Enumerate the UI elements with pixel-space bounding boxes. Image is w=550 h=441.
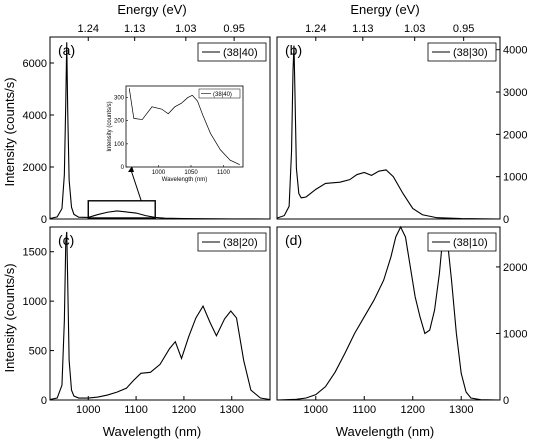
x-tick-label: 1300: [219, 404, 243, 416]
y-tick-label: 4000: [503, 45, 527, 57]
panel-letter: (c): [58, 232, 74, 248]
energy-tick-label: 1.03: [404, 23, 425, 35]
plot-frame: [276, 226, 501, 401]
energy-tick-label: 1.24: [78, 23, 99, 35]
plot-frame: [49, 226, 271, 401]
y-tick-label: 1000: [503, 328, 527, 340]
inset-x-tick-label: 1100: [217, 170, 231, 176]
panel-b: 0 1000 2000 3000 4000 1.24 1.13 1.03 0.95 (b) (38|…: [276, 23, 527, 226]
axis-labels: Energy (eV) Energy (eV) Wavelength (nm) …: [2, 2, 434, 439]
panel-a: 0 2000 4000 6000 1.24 1.13 1.03 0.95 (a) (38|40) 0…: [23, 23, 271, 226]
y-tick-label: 3000: [503, 87, 527, 99]
inset-xlabel: Wavelength (nm): [162, 177, 207, 183]
x-tick-label: 1000: [304, 404, 328, 416]
x-tick-label: 1100: [352, 404, 376, 416]
legend-box: [427, 232, 497, 252]
panel-d: 0 1000 2000 1000 1100 1200 1300 (d) (38|10): [276, 225, 527, 416]
spectrum-line: [276, 45, 501, 220]
y-tick-label: 2000: [503, 262, 527, 274]
inset-y-tick-label: 200: [114, 119, 125, 125]
inset-legend-box: [198, 88, 241, 99]
legend-box: [197, 232, 267, 252]
plot-frame: [49, 36, 271, 220]
inset-x-tick-label: 1000: [152, 170, 166, 176]
lower-ylabel: Intensity (counts/s): [2, 263, 17, 372]
legend-label: (38|20): [223, 237, 258, 249]
energy-tick-label: 0.95: [453, 23, 474, 35]
top-left-xlabel: Energy (eV): [117, 2, 186, 17]
y-tick-label: 1500: [23, 247, 47, 259]
bottom-left-xlabel: Wavelength (nm): [103, 424, 202, 439]
spectrum-line: [49, 231, 271, 401]
bottom-right-xlabel: Wavelength (nm): [336, 424, 435, 439]
y-tick-label: 0: [503, 214, 509, 226]
y-tick-label: 0: [41, 214, 47, 226]
legend-label: (38|10): [453, 237, 488, 249]
zoom-arrow: [130, 169, 142, 201]
y-tick-label: 500: [29, 346, 47, 358]
panel-letter: (d): [285, 232, 302, 248]
y-tick-label: 1000: [503, 172, 527, 184]
inset-y-tick-label: 100: [114, 142, 125, 148]
panel-c: 0 500 1000 1500 1000 1100 1200 1300 (c) (38|20): [23, 226, 271, 416]
y-tick-label: 2000: [503, 129, 527, 141]
x-tick-label: 1000: [76, 404, 100, 416]
spectrum-line: [276, 225, 501, 401]
legend-box: [427, 42, 497, 62]
inset-spectrum-line: [128, 88, 240, 166]
x-tick-label: 1100: [124, 404, 148, 416]
plot-frame: [276, 36, 501, 220]
energy-tick-label: 0.95: [223, 23, 244, 35]
x-tick-label: 1200: [172, 404, 196, 416]
inset-legend-label: (38|40): [213, 92, 232, 98]
zoom-arrowhead: [128, 166, 134, 172]
energy-tick-label: 1.13: [352, 23, 373, 35]
upper-ylabel: Intensity (counts/s): [2, 77, 17, 186]
legend-label: (38|30): [453, 47, 488, 59]
inset-y-tick-label: 0: [121, 165, 125, 171]
y-tick-label: 2000: [23, 162, 47, 174]
inset-ylabel: Intensity (counts/s): [107, 101, 113, 151]
top-right-xlabel: Energy (eV): [350, 2, 419, 17]
x-tick-label: 1300: [449, 404, 473, 416]
y-tick-label: 1000: [23, 296, 47, 308]
x-tick-label: 1200: [400, 404, 424, 416]
legend-box: [197, 42, 267, 62]
energy-tick-label: 1.13: [124, 23, 145, 35]
y-tick-label: 0: [503, 395, 509, 407]
legend-label: (38|40): [223, 47, 258, 59]
energy-tick-label: 1.24: [305, 23, 326, 35]
panel-letter: (b): [285, 42, 302, 58]
zoom-region-box: [87, 200, 156, 219]
y-tick-label: 0: [41, 395, 47, 407]
inset-y-tick-label: 300: [114, 96, 125, 102]
inset-x-tick-label: 1050: [184, 170, 198, 176]
y-tick-label: 6000: [23, 58, 47, 70]
y-tick-label: 4000: [23, 110, 47, 122]
energy-tick-label: 1.03: [175, 23, 196, 35]
panel-letter: (a): [58, 42, 75, 58]
